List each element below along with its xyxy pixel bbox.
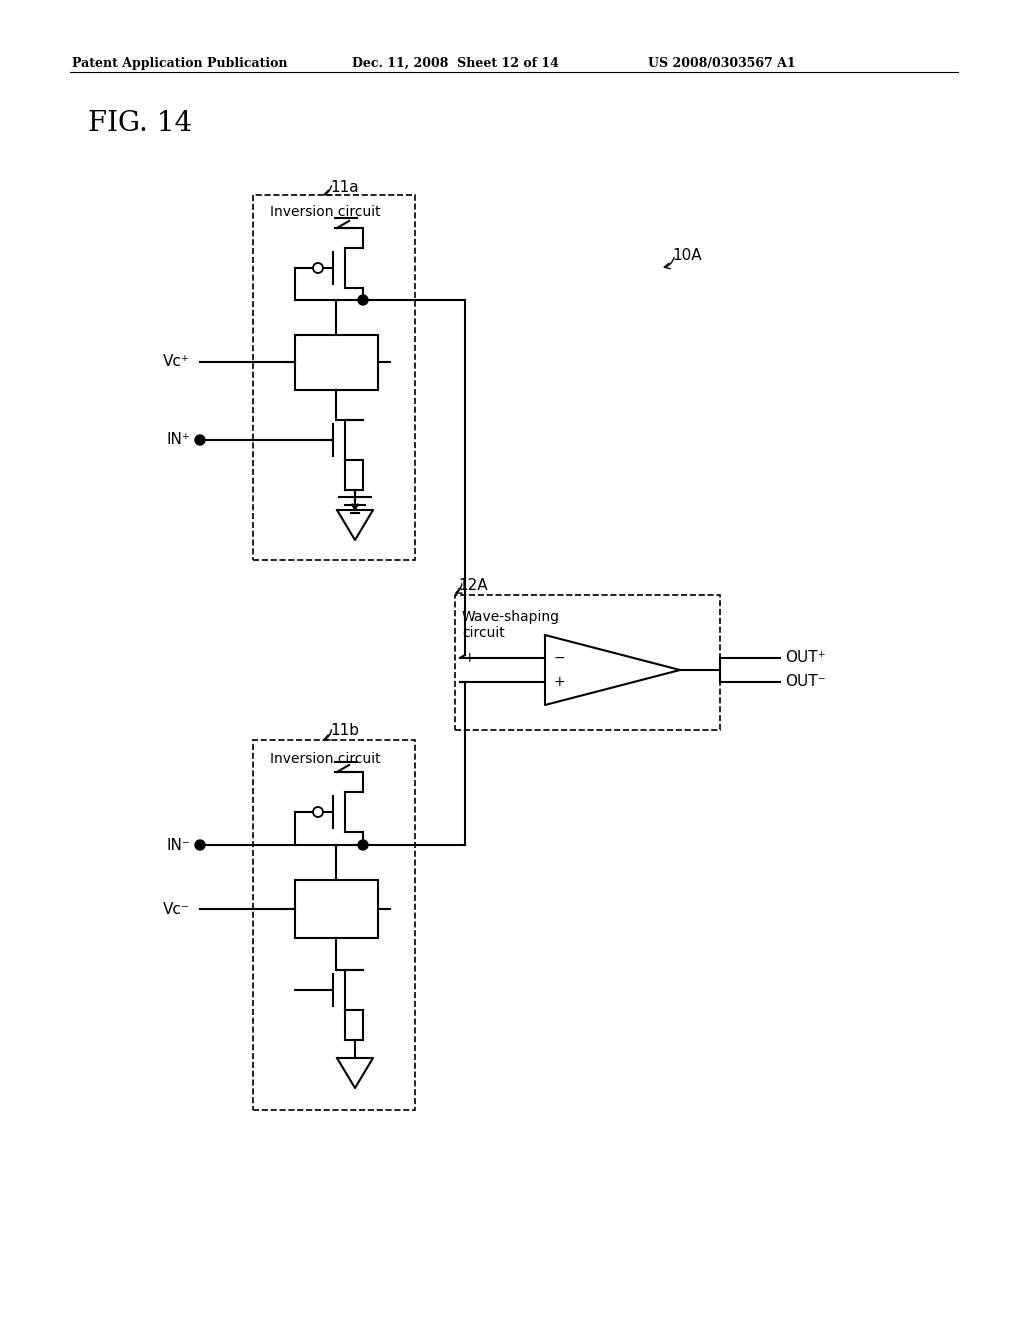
Circle shape — [358, 840, 368, 850]
Text: Dec. 11, 2008  Sheet 12 of 14: Dec. 11, 2008 Sheet 12 of 14 — [352, 57, 559, 70]
Text: 10A: 10A — [672, 248, 701, 263]
Circle shape — [358, 294, 368, 305]
Text: +: + — [553, 675, 565, 689]
Text: OUT⁻: OUT⁻ — [785, 675, 825, 689]
Circle shape — [195, 436, 205, 445]
Text: 11a: 11a — [330, 180, 358, 195]
Bar — [455, 595, 720, 730]
Bar — [295, 335, 378, 389]
Text: Inversion circuit: Inversion circuit — [270, 205, 381, 219]
Text: Vc⁺: Vc⁺ — [163, 355, 190, 370]
Text: −: − — [463, 675, 475, 689]
Text: IN⁺: IN⁺ — [166, 433, 190, 447]
Bar — [253, 741, 415, 1110]
Text: Wave-shaping
circuit: Wave-shaping circuit — [462, 610, 560, 640]
Text: OUT⁺: OUT⁺ — [785, 651, 825, 665]
Text: +: + — [463, 651, 475, 665]
Text: Inversion circuit: Inversion circuit — [270, 752, 381, 766]
Text: US 2008/0303567 A1: US 2008/0303567 A1 — [648, 57, 796, 70]
Text: 12A: 12A — [458, 578, 487, 593]
Circle shape — [195, 840, 205, 850]
Text: FIG. 14: FIG. 14 — [88, 110, 193, 137]
Bar — [295, 880, 378, 939]
Text: 11b: 11b — [330, 723, 359, 738]
Text: Patent Application Publication: Patent Application Publication — [72, 57, 288, 70]
Text: Vc⁻: Vc⁻ — [163, 902, 190, 916]
Bar — [253, 195, 415, 560]
Text: −: − — [553, 651, 565, 665]
Text: IN⁻: IN⁻ — [166, 837, 190, 853]
